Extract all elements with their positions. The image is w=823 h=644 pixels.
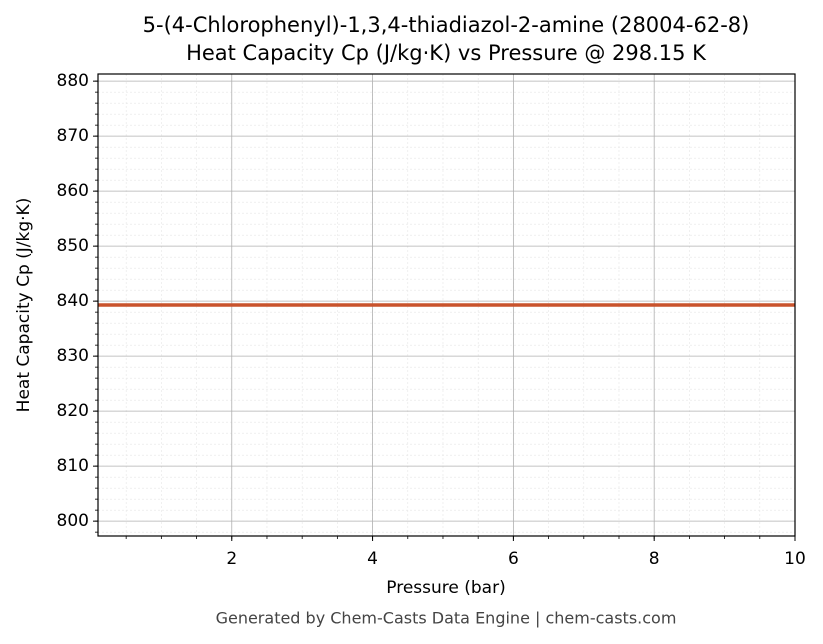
y-tick-label: 800: [57, 511, 89, 531]
y-tick-label: 830: [57, 346, 89, 366]
y-tick-label: 870: [57, 126, 89, 146]
y-tick-label: 860: [57, 181, 89, 201]
y-tick-label: 880: [57, 71, 89, 91]
x-tick-label: 10: [784, 549, 806, 569]
y-axis-label: Heat Capacity Cp (J/kg·K): [14, 198, 34, 413]
chart-title: 5-(4-Chlorophenyl)-1,3,4-thiadiazol-2-am…: [143, 13, 750, 37]
plot-frame: [97, 73, 796, 537]
footer: Generated by Chem-Casts Data Engine | ch…: [216, 609, 677, 628]
y-tick-label: 840: [57, 291, 89, 311]
chart-subtitle: Heat Capacity Cp (J/kg·K) vs Pressure @ …: [186, 41, 707, 65]
x-tick-label: 6: [508, 549, 519, 569]
x-axis-label: Pressure (bar): [386, 578, 505, 598]
x-tick-label: 4: [367, 549, 378, 569]
y-tick-label: 850: [57, 236, 89, 256]
y-tick-label: 820: [57, 401, 89, 421]
x-tick-label: 2: [226, 549, 237, 569]
y-tick-label: 810: [57, 456, 89, 476]
x-tick-label: 8: [649, 549, 660, 569]
